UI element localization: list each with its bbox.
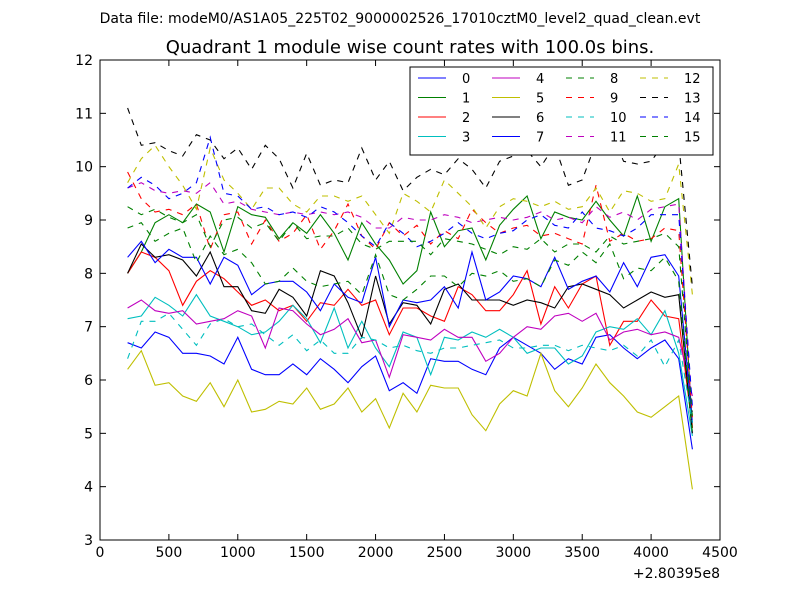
y-tick-label: 6 (84, 373, 93, 389)
series-line-2 (127, 251, 693, 429)
series-line-3 (127, 293, 693, 437)
x-axis-offset-label: +2.80395e8 (633, 566, 720, 582)
legend-label-0: 0 (462, 72, 470, 87)
series-line-11 (127, 181, 693, 413)
series-line-10 (127, 312, 693, 423)
series-line-9 (127, 171, 693, 418)
legend-label-11: 11 (610, 131, 627, 146)
legend-label-4: 4 (536, 72, 544, 87)
series-line-5 (127, 349, 693, 490)
legend-label-8: 8 (610, 72, 618, 87)
legend-label-10: 10 (610, 111, 627, 126)
series-line-6 (127, 243, 693, 434)
legend-label-2: 2 (462, 111, 470, 126)
x-tick-label: 3000 (496, 545, 532, 561)
series-line-15 (127, 206, 693, 418)
legend-box (409, 66, 714, 156)
figure-suptitle: Data file: modeM0/AS1A05_225T02_90000025… (100, 11, 701, 27)
y-tick-label: 10 (75, 160, 93, 176)
y-tick-label: 9 (84, 213, 93, 229)
legend-label-9: 9 (610, 92, 618, 107)
y-tick-label: 5 (84, 426, 93, 442)
x-tick-label: 2000 (358, 545, 394, 561)
x-tick-label: 0 (96, 545, 105, 561)
plot-frame (99, 59, 721, 541)
legend-label-5: 5 (536, 92, 544, 107)
y-tick-label: 4 (84, 480, 93, 496)
legend-label-14: 14 (684, 111, 701, 126)
series-line-14 (127, 135, 693, 407)
y-tick-label: 12 (75, 53, 93, 69)
y-tick-label: 7 (84, 320, 93, 336)
legend-label-13: 13 (684, 92, 701, 107)
x-tick-label: 500 (156, 545, 183, 561)
y-tick-label: 11 (75, 106, 93, 122)
series-line-0 (127, 331, 693, 450)
legend-label-7: 7 (536, 131, 544, 146)
y-tick-label: 3 (84, 533, 93, 549)
legend-label-12: 12 (684, 72, 701, 87)
legend-label-1: 1 (462, 92, 470, 107)
legend-label-15: 15 (684, 131, 701, 146)
y-tick-label: 8 (84, 266, 93, 282)
series-line-7 (127, 240, 693, 423)
legend-label-3: 3 (462, 131, 470, 146)
x-tick-label: 1500 (289, 545, 325, 561)
x-tick-label: 4500 (702, 545, 738, 561)
x-tick-label: 2500 (427, 545, 463, 561)
x-tick-label: 4000 (633, 545, 669, 561)
series-line-1 (127, 194, 693, 429)
x-tick-label: 1000 (220, 545, 256, 561)
legend-label-6: 6 (536, 111, 544, 126)
axis-ticks: 0 500 1000 1500 2000 2500 3000 3500 4000 4500 3 4 5 6… (75, 53, 738, 561)
x-tick-label: 3500 (564, 545, 600, 561)
chart-title: Quadrant 1 module wise count rates with … (166, 37, 655, 58)
